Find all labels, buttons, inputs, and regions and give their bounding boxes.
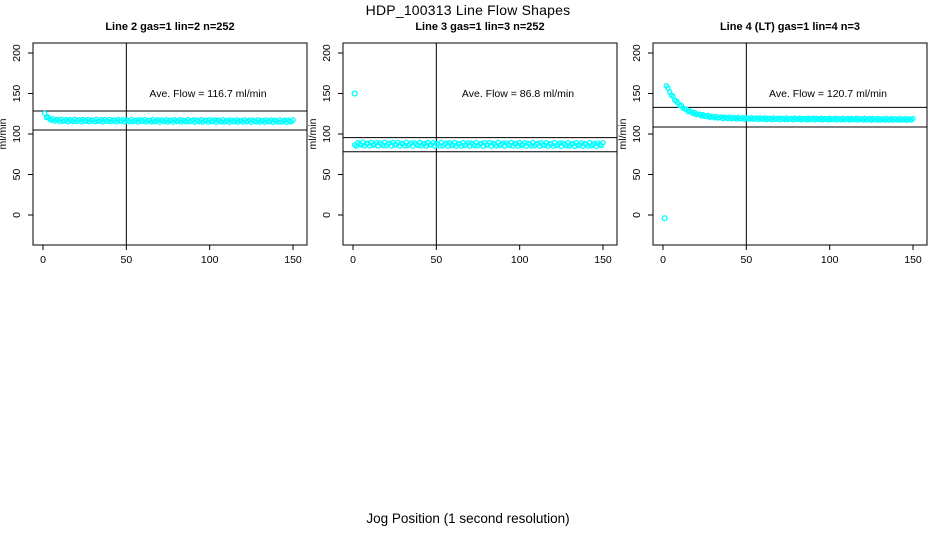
panel-title: Line 2 gas=1 lin=2 n=252 (105, 21, 235, 33)
y-tick-label: 200 (11, 44, 23, 62)
y-tick-label: 50 (631, 169, 643, 181)
data-point (910, 115, 916, 122)
x-tick-label: 50 (430, 254, 442, 266)
data-point (290, 117, 296, 123)
plot-box (652, 42, 928, 246)
panel-plot: 0 50 100 150 200 ml/min 0 50 100 150 Ave. Flow = 8… (307, 42, 618, 266)
y-tick-label: 150 (11, 85, 23, 103)
x-tick-label: 50 (740, 254, 752, 266)
ave-flow-annotation: Ave. Flow = 86.8 ml/min (462, 88, 574, 100)
x-tick-label: 150 (594, 254, 612, 266)
y-tick-label: 100 (631, 125, 643, 143)
x-tick-label: 50 (120, 254, 132, 266)
y-tick-label: 100 (321, 125, 333, 143)
panel-title: Line 3 gas=1 lin=3 n=252 (415, 21, 545, 33)
y-tick-label: 50 (11, 169, 23, 181)
data-points (41, 110, 296, 126)
y-tick-label: 50 (321, 169, 333, 181)
y-axis-unit-label: ml/min (617, 118, 629, 149)
x-tick-label: 0 (350, 254, 356, 266)
y-tick-label: 0 (631, 212, 643, 218)
x-tick-label: 0 (40, 254, 46, 266)
y-axis-unit-label: ml/min (307, 118, 319, 149)
x-tick-label: 0 (660, 254, 666, 266)
panel-plot: 0 50 100 150 200 ml/min 0 50 100 150 Ave. Flow = 1… (617, 42, 928, 266)
x-tick-label: 100 (201, 254, 219, 266)
y-axis-unit-label: ml/min (0, 118, 9, 149)
data-points (351, 90, 606, 150)
y-tick-label: 100 (11, 125, 23, 143)
x-axis-label: Jog Position (1 second resolution) (366, 511, 570, 526)
data-points (661, 83, 916, 222)
x-tick-label: 150 (904, 254, 922, 266)
ave-flow-annotation: Ave. Flow = 116.7 ml/min (149, 88, 266, 100)
panel-plot: 0 50 100 150 200 ml/min 0 50 100 150 Ave. Flow = 1… (0, 42, 308, 266)
x-tick-label: 100 (511, 254, 529, 266)
panel-title: Line 4 (LT) gas=1 lin=4 n=3 (719, 21, 861, 33)
plot-box (342, 42, 618, 246)
outlier-point (351, 90, 358, 97)
y-tick-label: 150 (321, 85, 333, 103)
x-tick-label: 150 (284, 254, 302, 266)
plot-box (32, 42, 308, 246)
ave-flow-annotation: Ave. Flow = 120.7 ml/min (769, 88, 887, 100)
y-tick-label: 150 (631, 85, 643, 103)
x-tick-label: 100 (821, 254, 839, 266)
data-point (600, 139, 606, 146)
chart-title: HDP_100313 Line Flow Shapes (365, 2, 571, 18)
y-tick-label: 200 (631, 44, 643, 62)
y-tick-label: 0 (321, 212, 333, 218)
outlier-point (661, 215, 668, 222)
y-tick-label: 200 (321, 44, 333, 62)
y-tick-label: 0 (11, 212, 23, 218)
